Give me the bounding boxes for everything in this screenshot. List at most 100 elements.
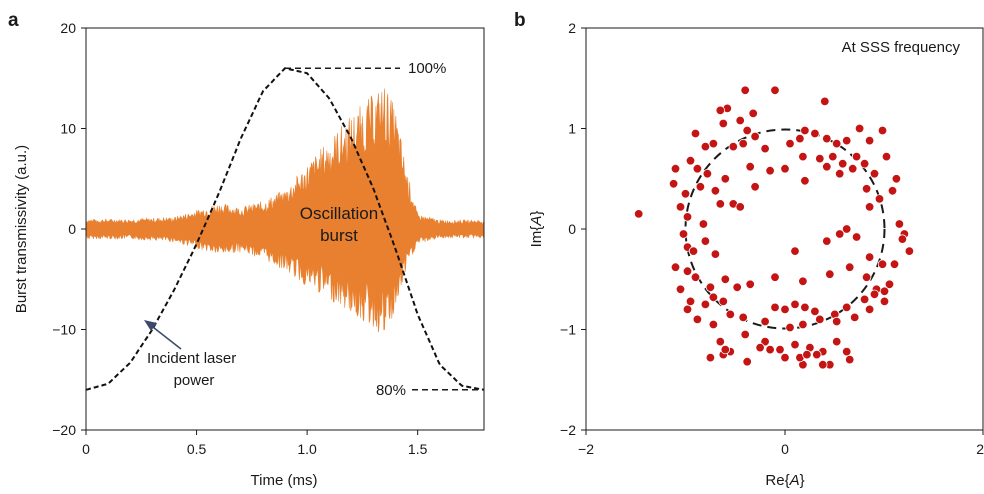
scatter-point [715, 336, 726, 347]
panel-a-label: a [8, 10, 19, 31]
panel-b-x-tick-label: −2 [578, 441, 594, 457]
scatter-point [692, 314, 703, 325]
scatter-point [770, 85, 780, 96]
scatter-point [879, 296, 890, 307]
scatter-point [710, 186, 721, 196]
panel-b-y-tick-label: −2 [560, 422, 576, 438]
scatter-point [735, 202, 745, 212]
scatter-point [750, 182, 760, 192]
scatter-point [785, 138, 795, 149]
scatter-point [750, 131, 760, 142]
panel-a-y-tick-label: −20 [52, 422, 76, 438]
scatter-point [889, 259, 900, 269]
scatter-point [838, 158, 848, 169]
scatter-point [718, 296, 729, 307]
reference-label-80: 80% [376, 382, 406, 399]
scatter-point [680, 189, 691, 199]
panel-b-chart: −2 0 2 2 1 0 −1 −2 At SSS frequency Re{A} Im{A… [528, 20, 984, 489]
scatter-point [715, 105, 726, 116]
scatter-point [798, 276, 808, 287]
panel-b-label: b [514, 10, 526, 31]
panel-b-x-tick-label: 0 [781, 441, 789, 457]
scatter-point [828, 151, 838, 162]
scatter-point [634, 209, 644, 219]
scatter-point [708, 292, 719, 303]
scatter-point [682, 266, 693, 276]
scatter-point [700, 236, 711, 246]
scatter-point [702, 168, 713, 179]
panel-a-y-tick-label: −10 [52, 322, 76, 338]
scatter-point [670, 262, 681, 272]
panel-b-x-ticks: −2 0 2 [578, 430, 984, 457]
scatter-point [842, 346, 852, 357]
scatter-point [810, 128, 820, 139]
scatter-point [742, 125, 752, 136]
scatter-point [904, 246, 915, 256]
laser-annotation-arrowhead [144, 320, 157, 331]
scatter-point [879, 286, 890, 297]
scatter-point [770, 302, 780, 313]
scatter-point [798, 319, 808, 330]
scatter-point [835, 229, 845, 239]
scatter-point [842, 135, 852, 146]
scatter-point [812, 349, 822, 360]
scatter-point [720, 174, 731, 184]
scatter-point [884, 279, 895, 290]
scatter-point [795, 133, 805, 144]
scatter-point [881, 151, 892, 162]
scatter-point [810, 306, 820, 317]
scatter-point [698, 219, 709, 229]
panel-b-y-tick-label: −1 [560, 322, 576, 338]
scatter-point [859, 294, 870, 305]
laser-annotation-line1: Incident laser [147, 350, 236, 367]
scatter-point [845, 354, 855, 365]
scatter-point [700, 141, 711, 152]
scatter-point [738, 138, 748, 149]
scatter-point [790, 339, 800, 350]
scatter-point [874, 194, 885, 204]
scatter-point [732, 282, 742, 293]
panel-b-x-tick-label: 2 [976, 441, 984, 457]
scatter-point [690, 272, 701, 282]
scatter-point [708, 138, 719, 149]
scatter-point [688, 246, 699, 256]
scatter-point [800, 302, 810, 313]
scatter-point [715, 199, 726, 209]
scatter-point [770, 272, 780, 282]
panel-a-x-axis-title: Time (ms) [251, 472, 318, 489]
scatter-point [822, 133, 832, 144]
scatter-point [854, 123, 865, 134]
scatter-point [780, 163, 790, 174]
scatter-point [864, 304, 875, 315]
scatter-point [678, 229, 689, 239]
laser-annotation-line2: power [174, 372, 215, 389]
oscillation-burst-label-line2: burst [320, 226, 358, 245]
scatter-point [695, 182, 706, 192]
scatter-point [835, 168, 845, 179]
panel-a-x-ticks: 0 0.5 1.0 1.5 [82, 430, 428, 457]
panel-a-x-tick-label: 0.5 [187, 441, 207, 457]
scatter-point [825, 269, 835, 279]
panel-b-plot-frame [585, 27, 984, 431]
scatter-point [820, 96, 830, 107]
scatter-point [708, 319, 719, 330]
scatter-point [765, 344, 775, 355]
scatter-point [705, 282, 716, 293]
scatter-point [675, 284, 686, 295]
panel-b-y-tick-label: 1 [568, 121, 576, 137]
scatter-point [815, 153, 825, 164]
oscillation-burst-area [85, 88, 485, 333]
scatter-point [692, 163, 703, 174]
oscillation-burst-fill [85, 88, 485, 333]
scatter-point [887, 186, 898, 196]
scatter-point [818, 360, 828, 370]
scatter-point [850, 312, 860, 323]
scatter-point [720, 274, 731, 285]
scatter-point [800, 125, 810, 136]
scatter-point [864, 252, 875, 262]
panel-a-y-tick-label: 20 [60, 20, 76, 36]
scatter-point [864, 135, 875, 146]
scatter-point [710, 249, 721, 259]
scatter-point [877, 125, 888, 136]
